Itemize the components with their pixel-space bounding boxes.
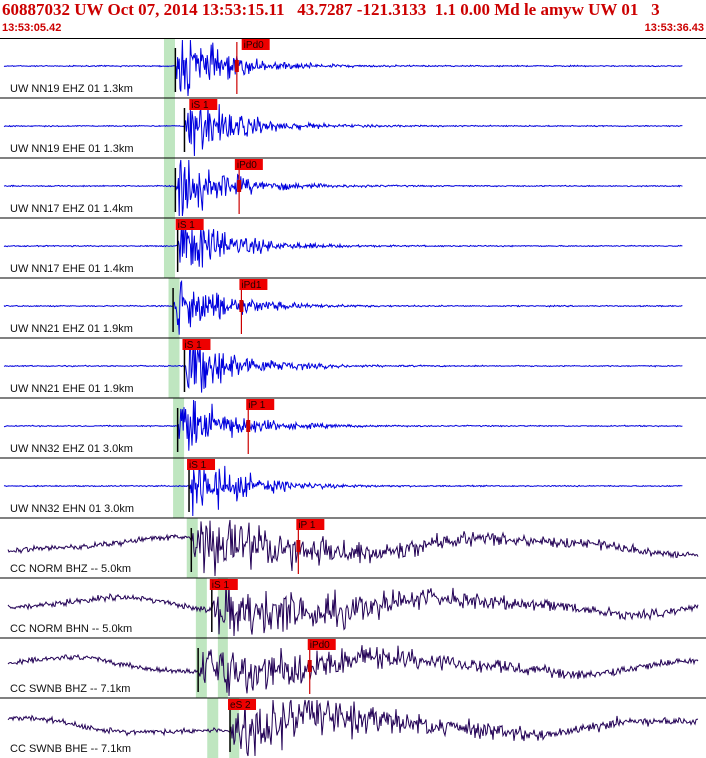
channel-label: UW NN32 EHZ 01 3.0km	[10, 443, 133, 455]
time-window-shade	[168, 278, 180, 338]
coda-marker	[307, 660, 312, 672]
channel-label: UW NN17 EHZ 01 1.4km	[10, 203, 133, 215]
pick-label-box	[241, 39, 270, 50]
waveform-trace	[3, 399, 683, 451]
waveform-trace	[3, 159, 683, 217]
pick-label: iP 1	[298, 520, 315, 531]
channel-labels: UW NN19 EHZ 01 1.3km UW NN19 EHE 01 1.3km…	[10, 83, 134, 755]
waveform-traces	[3, 39, 699, 757]
waveform-trace	[3, 104, 683, 157]
event-title: 60887032 UW Oct 07, 2014 13:53:15.11 43.…	[2, 0, 660, 19]
coda-marker	[296, 540, 301, 552]
pick-label: iP 1	[248, 400, 265, 411]
channel-label: CC SWNB BHE -- 7.1km	[10, 743, 131, 755]
waveform-trace	[3, 219, 683, 268]
pick-label: iS 1	[178, 220, 196, 231]
time-window-shade	[229, 698, 240, 758]
time-window-shade	[217, 638, 228, 698]
coda-marker	[234, 60, 239, 72]
channel-dividers	[0, 38, 706, 699]
time-window-shade	[217, 578, 228, 638]
phase-picks: iPd0 iS 1 iPd0 iS 1 iPd1 iS 1 iP 1 iS 1 iP 1 iS 1…	[172, 39, 336, 752]
pick-label-box	[187, 459, 216, 470]
pick-label-box	[189, 99, 218, 110]
coda-marker	[246, 420, 251, 432]
time-window-shade	[163, 98, 175, 158]
waveform-trace	[7, 699, 699, 757]
time-window-shade	[163, 158, 175, 218]
pick-label-box	[228, 699, 257, 710]
end-time-label: 13:53:36.43	[644, 22, 704, 34]
time-window-shade	[163, 218, 175, 278]
time-window-shade	[163, 38, 175, 98]
waveform-trace	[7, 579, 699, 637]
pick-label: iS 1	[184, 340, 202, 351]
waveform-trace	[3, 39, 683, 97]
pick-label: iPd0	[244, 40, 264, 51]
pick-label-box	[239, 279, 268, 290]
waveform-trace	[3, 339, 683, 393]
channel-label: UW NN17 EHE 01 1.4km	[10, 263, 133, 275]
pick-label-box	[234, 159, 263, 170]
time-window-shade	[168, 338, 180, 398]
channel-label: UW NN21 EHE 01 1.9km	[10, 383, 133, 395]
channel-label: CC NORM BHN -- 5.0km	[10, 623, 132, 635]
channel-label: UW NN32 EHN 01 3.0km	[10, 503, 134, 515]
channel-label: UW NN19 EHZ 01 1.3km	[10, 83, 133, 95]
coda-marker	[239, 300, 244, 312]
pick-label: iPd0	[310, 640, 330, 651]
pick-label-box	[209, 579, 238, 590]
pick-label-box	[296, 519, 325, 530]
waveform-trace	[3, 463, 683, 517]
start-time-label: 13:53:05.42	[2, 22, 62, 34]
channel-label: CC SWNB BHZ -- 7.1km	[10, 683, 130, 695]
pick-label: iPd1	[241, 280, 261, 291]
pick-label: iS 1	[212, 580, 230, 591]
time-window-shade	[186, 518, 198, 578]
pick-label-box	[182, 339, 211, 350]
pick-label-box	[307, 639, 336, 650]
waveform-trace	[7, 645, 699, 697]
pick-label: iS 1	[189, 460, 207, 471]
time-window-shade	[207, 698, 219, 758]
pick-label: iPd0	[237, 160, 257, 171]
pick-label-box	[246, 399, 275, 410]
channel-label: CC NORM BHZ -- 5.0km	[10, 563, 131, 575]
channel-label: UW NN21 EHZ 01 1.9km	[10, 323, 133, 335]
pick-label: iS 1	[191, 100, 209, 111]
waveform-trace	[7, 519, 699, 577]
coda-marker	[237, 180, 242, 192]
pick-label: eS 2	[230, 700, 251, 711]
record-header: 60887032 UW Oct 07, 2014 13:53:15.11 43.…	[0, 0, 706, 38]
seismogram-panel: iPd0 iS 1 iPd0 iS 1 iPd1 iS 1 iP 1 iS 1 iP 1 iS 1…	[0, 38, 706, 758]
time-window-shade	[173, 458, 185, 518]
pick-label-box	[175, 219, 204, 230]
channel-label: UW NN19 EHE 01 1.3km	[10, 143, 133, 155]
waveform-trace	[3, 279, 683, 335]
